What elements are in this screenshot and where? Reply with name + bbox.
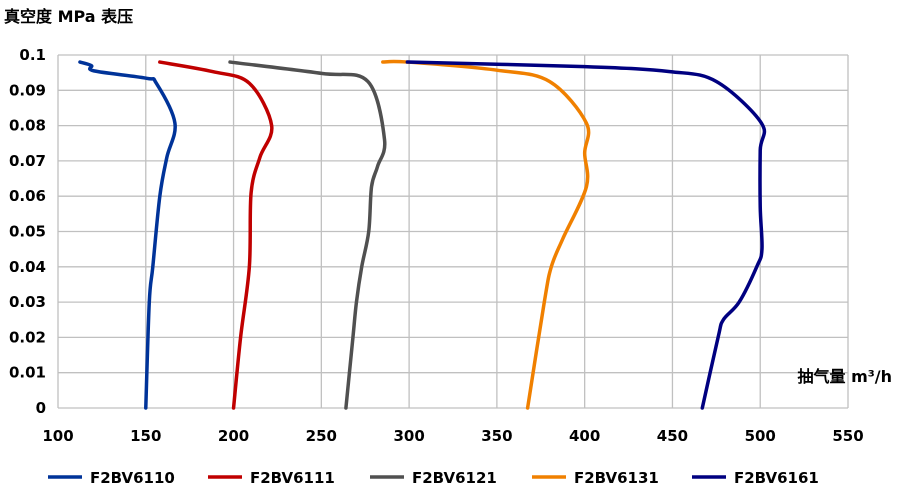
y-tick-label: 0.09 (9, 81, 46, 99)
x-tick-label: 400 (569, 427, 600, 445)
y-tick-label: 0.04 (9, 258, 46, 276)
y-tick-label: 0.05 (9, 223, 46, 241)
x-axis-label: 抽气量 m³/h (798, 367, 893, 386)
y-axis-ticks: 0 0.01 0.02 0.03 0.04 0.05 0.06 0.07 0.08 0.09 0.1 (9, 46, 46, 417)
grid (57, 54, 849, 409)
x-tick-label: 100 (42, 427, 73, 445)
legend-label: F2BV6111 (250, 469, 335, 487)
legend-item: F2BV6131 (532, 469, 659, 487)
y-tick-label: 0.02 (9, 328, 46, 346)
y-tick-label: 0.07 (9, 152, 46, 170)
series-line-F2BV6121 (228, 60, 387, 410)
x-tick-label: 200 (218, 427, 249, 445)
series-line-F2BV6131 (381, 59, 591, 410)
y-tick-label: 0.1 (19, 46, 46, 64)
legend-item: F2BV6110 (48, 469, 175, 487)
legend-label: F2BV6131 (574, 469, 659, 487)
legend-item: F2BV6111 (208, 469, 335, 487)
legend: F2BV6110 F2BV6111 F2BV6121 F2BV6131 F2BV6161 (48, 469, 819, 487)
x-tick-label: 150 (130, 427, 161, 445)
y-tick-label: 0.08 (9, 117, 46, 135)
legend-label: F2BV6121 (412, 469, 497, 487)
x-tick-label: 300 (393, 427, 424, 445)
series-line-F2BV6111 (158, 60, 274, 410)
y-tick-label: 0 (36, 399, 46, 417)
x-axis-ticks: 100 150 200 250 300 350 400 450 500 550 (42, 427, 863, 445)
legend-label: F2BV6161 (734, 469, 819, 487)
y-tick-label: 0.01 (9, 364, 46, 382)
series-line-F2BV6161 (405, 60, 767, 410)
y-tick-label: 0.03 (9, 293, 46, 311)
x-tick-label: 500 (745, 427, 776, 445)
x-tick-label: 450 (657, 427, 688, 445)
legend-item: F2BV6121 (370, 469, 497, 487)
x-tick-label: 550 (832, 427, 863, 445)
legend-label: F2BV6110 (90, 469, 175, 487)
x-tick-label: 350 (481, 427, 512, 445)
chart-title: 真空度 MPa 表压 (4, 7, 133, 26)
series-line-F2BV6110 (78, 60, 177, 410)
series-lines (78, 59, 767, 410)
y-tick-label: 0.06 (9, 187, 46, 205)
legend-item: F2BV6161 (692, 469, 819, 487)
x-tick-label: 250 (306, 427, 337, 445)
